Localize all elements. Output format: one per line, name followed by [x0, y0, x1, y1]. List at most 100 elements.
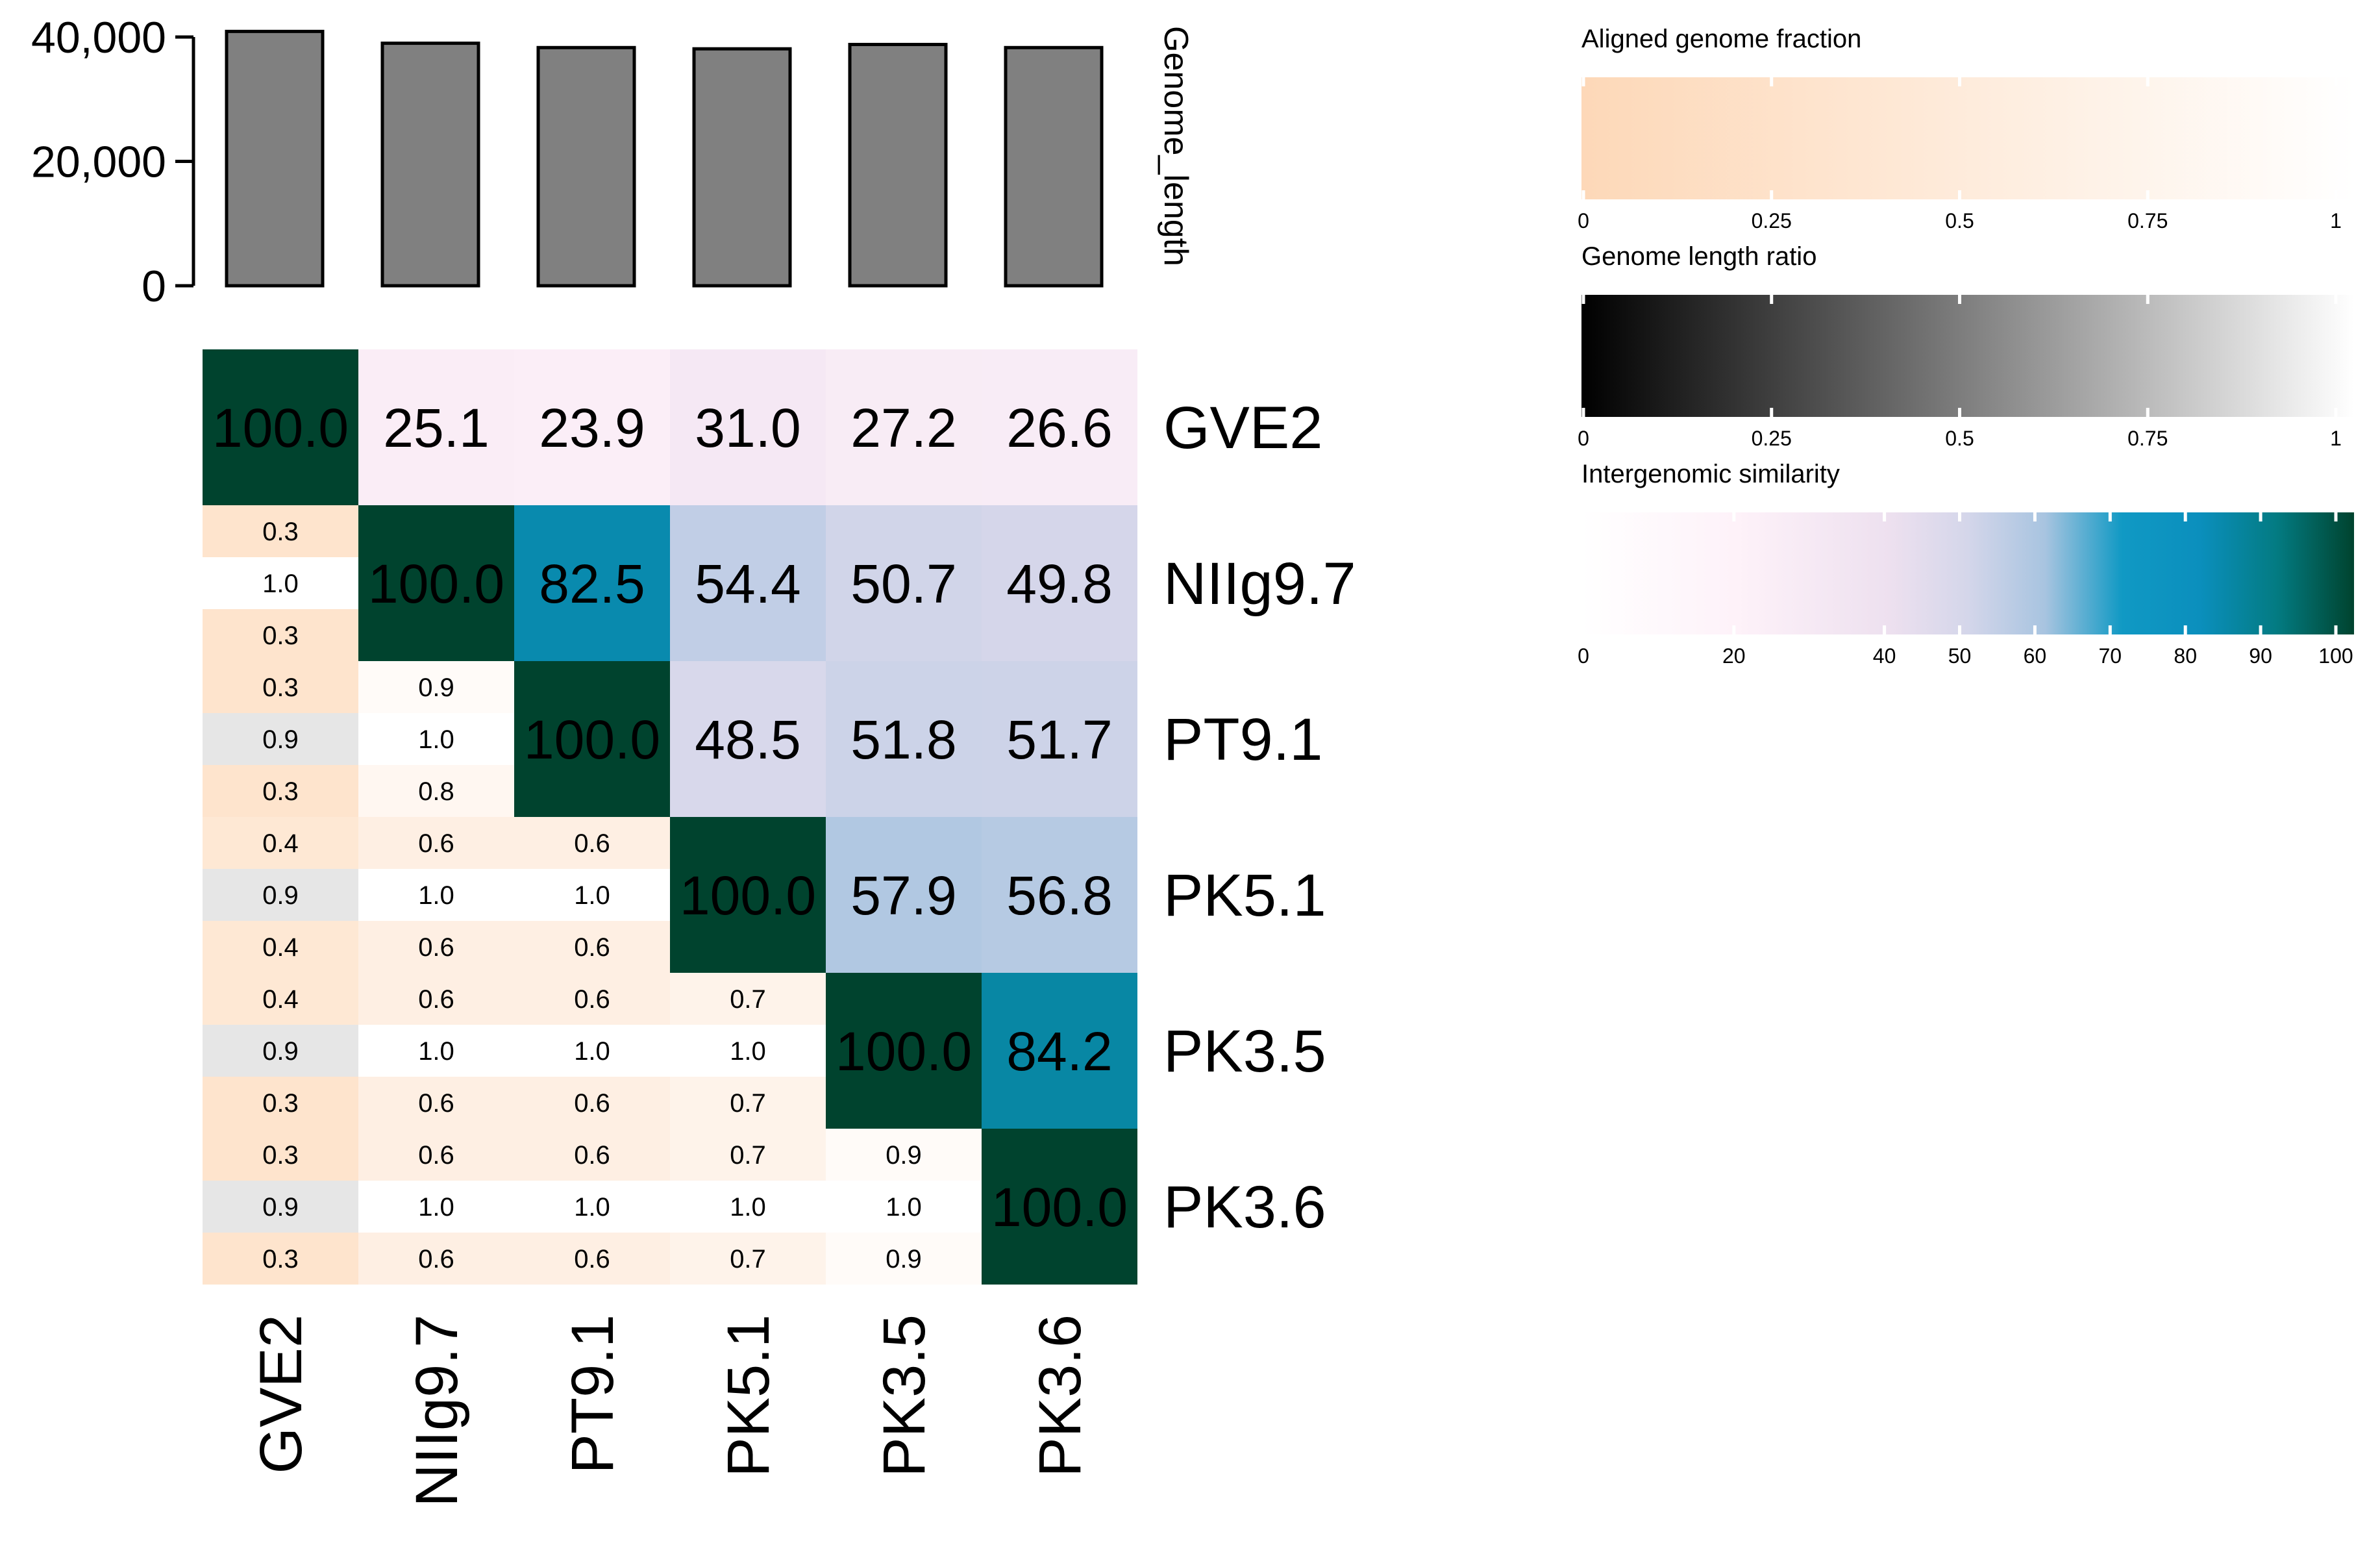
similarity-value: 84.2 — [1006, 1021, 1113, 1082]
similarity-value: 51.8 — [850, 709, 957, 770]
legend-tick-label: 100 — [2318, 644, 2353, 668]
legend-tick-label: 0.25 — [1752, 427, 1792, 450]
length-ratio-cell — [358, 869, 514, 921]
aligned-fraction-cell — [203, 609, 358, 661]
length-ratio-cell — [203, 1025, 358, 1077]
aligned-fraction-cell — [670, 1129, 826, 1181]
legend-tick-label: 0.75 — [2127, 209, 2168, 232]
aligned-fraction-value: 0.6 — [574, 1245, 610, 1273]
aligned-fraction-value: 0.6 — [574, 985, 610, 1014]
heatmap-cell — [982, 505, 1137, 661]
similarity-value: 100.0 — [368, 553, 504, 614]
length-ratio-value: 1.0 — [418, 881, 454, 910]
aligned-fraction-cell — [514, 817, 670, 869]
legend-tick-label: 20 — [1722, 644, 1746, 668]
similarity-value: 25.1 — [383, 397, 490, 458]
legend-title: Aligned genome fraction — [1581, 25, 1861, 53]
aligned-fraction-cell — [358, 1077, 514, 1129]
heatmap-cell — [670, 817, 826, 973]
length-ratio-value: 1.0 — [730, 1037, 766, 1066]
aligned-fraction-value: 0.6 — [574, 933, 610, 962]
length-ratio-value: 1.0 — [574, 1193, 610, 1222]
length-ratio-value: 1.0 — [574, 881, 610, 910]
length-ratio-cell — [514, 1025, 670, 1077]
legend-tick-label: 0.25 — [1752, 209, 1792, 232]
length-ratio-value: 0.9 — [262, 881, 299, 910]
heatmap-cell — [982, 973, 1137, 1129]
length-ratio-cell — [203, 713, 358, 765]
length-ratio-cell — [358, 1025, 514, 1077]
heatmap-cell — [203, 349, 358, 505]
heatmap-cell — [826, 973, 982, 1129]
similarity-value: 23.9 — [539, 397, 645, 458]
aligned-fraction-value: 0.7 — [730, 1245, 766, 1273]
row-label: PT9.1 — [1163, 707, 1322, 773]
row-label: PK3.6 — [1163, 1174, 1326, 1240]
aligned-fraction-value: 0.3 — [262, 1245, 299, 1273]
legend-tick-label: 0.5 — [1945, 427, 1974, 450]
bar-y-tick-label: 20,000 — [31, 138, 166, 187]
aligned-fraction-cell — [203, 505, 358, 557]
aligned-fraction-cell — [358, 1233, 514, 1285]
row-label: GVE2 — [1163, 395, 1322, 461]
length-ratio-value: 1.0 — [886, 1193, 922, 1222]
similarity-value: 26.6 — [1006, 397, 1113, 458]
length-ratio-cell — [670, 1181, 826, 1233]
length-ratio-cell — [358, 713, 514, 765]
aligned-fraction-value: 0.9 — [886, 1245, 922, 1273]
aligned-fraction-value: 0.7 — [730, 985, 766, 1014]
aligned-fraction-cell — [358, 661, 514, 713]
length-ratio-cell — [203, 869, 358, 921]
length-ratio-cell — [203, 1181, 358, 1233]
aligned-fraction-cell — [514, 1077, 670, 1129]
legend-colorbar — [1581, 295, 2354, 417]
legend-tick-label: 40 — [1873, 644, 1896, 668]
length-ratio-cell — [670, 1025, 826, 1077]
aligned-fraction-cell — [203, 661, 358, 713]
legend-tick-label: 80 — [2174, 644, 2197, 668]
aligned-fraction-value: 0.6 — [418, 1245, 454, 1273]
aligned-fraction-cell — [358, 817, 514, 869]
length-ratio-cell — [358, 1181, 514, 1233]
similarity-value: 82.5 — [539, 553, 645, 614]
aligned-fraction-value: 0.3 — [262, 673, 299, 702]
column-label: PK3.6 — [1027, 1314, 1093, 1477]
row-label: PK5.1 — [1163, 862, 1326, 929]
similarity-value: 49.8 — [1006, 553, 1113, 614]
similarity-value: 31.0 — [695, 397, 801, 458]
column-label: NIIg9.7 — [404, 1314, 470, 1507]
heatmap-cell — [358, 349, 514, 505]
bar — [848, 42, 948, 288]
legend-tick-label: 50 — [1948, 644, 1972, 668]
heatmap-cell — [826, 661, 982, 817]
similarity-heatmap: 100.0 25.1 23.9 31.0 27.2 26.6 100.0 82.5 54.4 50… — [203, 349, 1356, 1507]
row-label: PK3.5 — [1163, 1018, 1326, 1085]
aligned-fraction-value: 0.9 — [886, 1141, 922, 1170]
aligned-fraction-cell — [670, 1077, 826, 1129]
aligned-fraction-value: 0.6 — [418, 933, 454, 962]
similarity-value: 57.9 — [850, 865, 957, 926]
aligned-fraction-cell — [203, 1233, 358, 1285]
aligned-fraction-value: 0.6 — [574, 1089, 610, 1118]
aligned-fraction-value: 0.6 — [418, 985, 454, 1014]
similarity-value: 56.8 — [1006, 865, 1113, 926]
row-label: NIIg9.7 — [1163, 551, 1356, 617]
similarity-value: 50.7 — [850, 553, 957, 614]
length-ratio-value: 0.9 — [262, 1037, 299, 1066]
aligned-fraction-cell — [203, 1129, 358, 1181]
aligned-fraction-cell — [514, 1233, 670, 1285]
aligned-fraction-cell — [358, 765, 514, 817]
similarity-value: 27.2 — [850, 397, 957, 458]
aligned-fraction-cell — [514, 973, 670, 1025]
column-label: PK3.5 — [871, 1314, 937, 1477]
bar — [380, 42, 480, 288]
heatmap-cell — [670, 661, 826, 817]
aligned-fraction-value: 0.4 — [262, 985, 299, 1014]
aligned-fraction-cell — [203, 817, 358, 869]
bar — [1004, 45, 1104, 288]
legend-title: Genome length ratio — [1581, 242, 1816, 271]
length-ratio-value: 1.0 — [574, 1037, 610, 1066]
length-ratio-cell — [514, 1181, 670, 1233]
aligned-fraction-cell — [670, 973, 826, 1025]
